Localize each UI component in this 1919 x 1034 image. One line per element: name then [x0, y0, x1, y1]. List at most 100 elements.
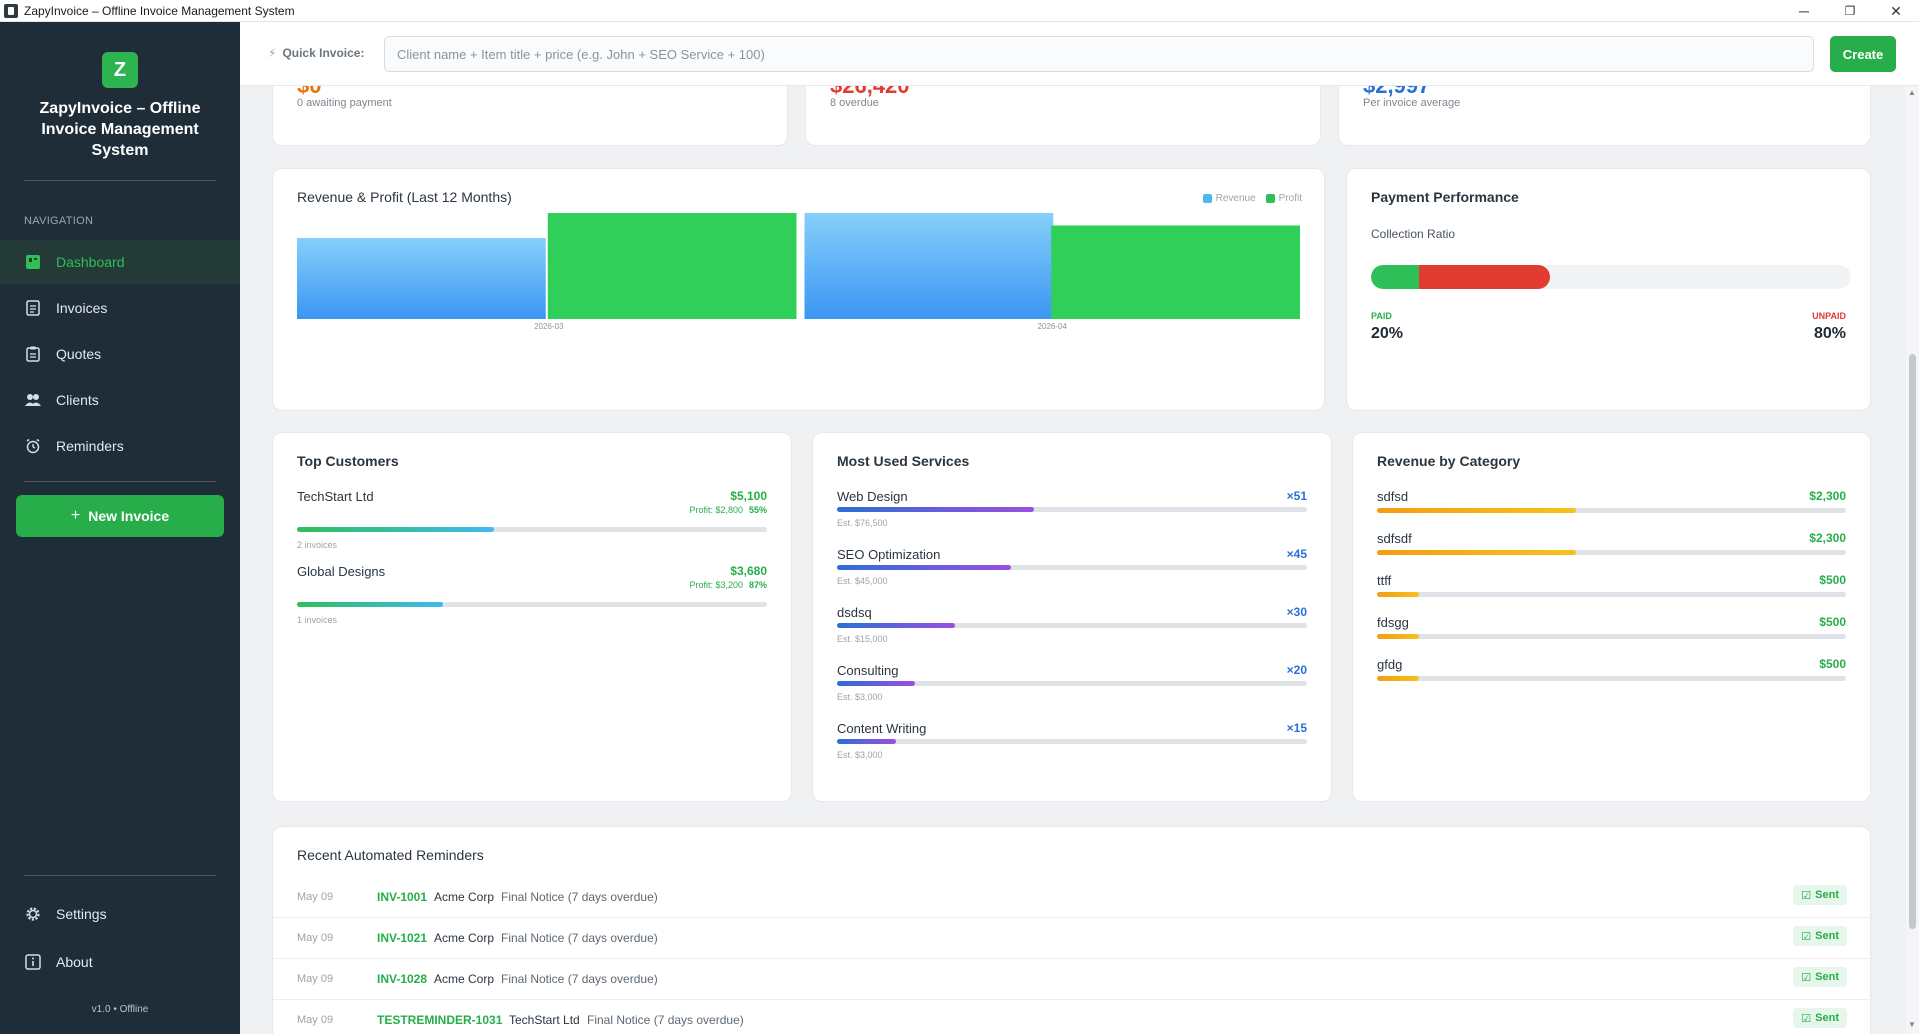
- sidebar-item-label: Quotes: [56, 346, 102, 362]
- service-count: ×30: [1286, 605, 1307, 619]
- customer-bar: [297, 527, 767, 532]
- bar-revenue-2026-03[interactable]: [297, 237, 546, 319]
- customer-bar-fill: [297, 602, 443, 607]
- customer-name: TechStart Ltd: [297, 489, 374, 504]
- sidebar-divider: [24, 481, 216, 482]
- scroll-down-icon[interactable]: ▼: [1908, 1020, 1916, 1029]
- customer-invoices: 2 invoices: [297, 540, 338, 550]
- service-name: dsdsq: [837, 605, 872, 620]
- sent-badge: ☑ Sent: [1793, 967, 1847, 987]
- sidebar-item-label: Invoices: [56, 300, 108, 316]
- ratio-unpaid-fill: [1419, 265, 1550, 289]
- sidebar-app-title: ZapyInvoice – Offline Invoice Management…: [39, 100, 201, 159]
- sent-label: Sent: [1815, 930, 1839, 942]
- category-bar-fill: [1377, 508, 1577, 513]
- service-name: Content Writing: [837, 721, 927, 736]
- reminder-invoice-id[interactable]: TESTREMINDER-1031: [377, 1013, 503, 1027]
- main-scrollbar[interactable]: ▲ ▼: [1906, 86, 1919, 1034]
- stat-card-overdue: $26,420 8 overdue: [805, 86, 1321, 146]
- sidebar-item-settings[interactable]: Settings: [0, 894, 240, 934]
- reminder-row[interactable]: May 09 INV-1001 Acme Corp Final Notice (7 d…: [273, 877, 1871, 918]
- reminder-row[interactable]: May 09 INV-1028 Acme Corp Final Notice (7 d…: [273, 959, 1871, 1000]
- quick-invoice-input[interactable]: [384, 36, 1814, 72]
- service-estimate: Est. $45,000: [837, 576, 888, 586]
- card-title: Revenue by Category: [1377, 453, 1521, 469]
- legend-swatch: [1202, 194, 1212, 203]
- window-title: ZapyInvoice – Offline Invoice Management…: [24, 3, 295, 18]
- reminder-date: May 09: [297, 891, 334, 903]
- category-bar: [1377, 676, 1846, 681]
- customer-profit: Profit: $3,200 87%: [689, 580, 767, 590]
- new-invoice-label: New Invoice: [88, 508, 170, 524]
- service-count: ×20: [1286, 663, 1307, 677]
- create-button[interactable]: Create: [1830, 36, 1896, 72]
- service-count: ×51: [1286, 489, 1307, 503]
- chart-legend: Revenue Profit: [1193, 193, 1302, 204]
- legend-label: Profit: [1278, 193, 1302, 204]
- category-name: gfdg: [1377, 657, 1403, 672]
- service-estimate: Est. $3,000: [837, 750, 883, 760]
- close-button[interactable]: ✕: [1890, 2, 1902, 19]
- quick-invoice-label-text: Quick Invoice:: [282, 46, 365, 60]
- restore-button[interactable]: ❐: [1844, 4, 1856, 18]
- reminder-invoice-id[interactable]: INV-1001: [377, 890, 428, 904]
- customer-invoices: 1 invoices: [297, 615, 338, 625]
- sidebar-item-invoices[interactable]: Invoices: [0, 286, 240, 330]
- services-card: Most Used Services Web Design ×51 Est. $76…: [812, 432, 1332, 802]
- reminder-row[interactable]: May 09 TESTREMINDER-1031 TechStart Ltd Fina…: [273, 1000, 1871, 1034]
- customer-name: Global Designs: [297, 564, 386, 579]
- clipboard-icon: [24, 345, 42, 363]
- category-amount: $2,300: [1809, 489, 1846, 503]
- reminder-date: May 09: [297, 973, 334, 985]
- legend-label: Revenue: [1215, 193, 1256, 204]
- alarm-icon: [24, 437, 42, 455]
- sent-label: Sent: [1815, 1012, 1839, 1024]
- stat-value: $2,997: [1363, 86, 1430, 99]
- stat-card-pending: $0 0 awaiting payment: [272, 86, 788, 146]
- stat-value: $26,420: [830, 86, 910, 99]
- reminder-client: TechStart Ltd: [509, 1013, 580, 1027]
- category-bar: [1377, 634, 1846, 639]
- sidebar-item-label: About: [56, 954, 93, 970]
- new-invoice-button[interactable]: + New Invoice: [16, 495, 224, 537]
- bar-revenue-2026-04[interactable]: [804, 213, 1054, 319]
- category-bar-fill: [1377, 592, 1420, 597]
- nav-heading: NAVIGATION: [24, 215, 94, 227]
- check-icon: ☑: [1801, 971, 1812, 984]
- stat-value: $0: [297, 86, 321, 99]
- profit-text: Profit: $2,800: [689, 505, 743, 515]
- reminder-row[interactable]: May 09 INV-1021 Acme Corp Final Notice (7 d…: [273, 918, 1871, 959]
- top-customers-card: Top Customers TechStart Ltd $5,100 Profi…: [272, 432, 792, 802]
- window-titlebar: ZapyInvoice – Offline Invoice Management…: [0, 0, 1919, 22]
- service-estimate: Est. $3,000: [837, 692, 883, 702]
- service-bar: [837, 739, 1307, 744]
- x-tick-label: 2026-04: [1038, 322, 1068, 331]
- paid-label: PAID: [1371, 311, 1392, 321]
- service-bar-fill: [837, 623, 955, 628]
- sidebar-divider: [24, 180, 216, 181]
- sidebar-item-dashboard[interactable]: Dashboard: [0, 240, 240, 284]
- service-count: ×45: [1286, 547, 1307, 561]
- reminder-invoice-id[interactable]: INV-1028: [377, 972, 428, 986]
- sidebar-item-quotes[interactable]: Quotes: [0, 332, 240, 376]
- reminder-invoice-id[interactable]: INV-1021: [377, 931, 428, 945]
- category-bar: [1377, 550, 1846, 555]
- dashboard-content: $0 0 awaiting payment $26,420 8 overdue …: [240, 86, 1906, 1034]
- category-bar-fill: [1377, 550, 1577, 555]
- bar-profit-2026-04[interactable]: [1051, 225, 1300, 319]
- stat-subtitle: 8 overdue: [830, 97, 879, 109]
- stat-subtitle: 0 awaiting payment: [297, 97, 392, 109]
- card-title: Top Customers: [297, 453, 399, 469]
- sidebar-item-about[interactable]: About: [0, 942, 240, 982]
- bar-profit-2026-03[interactable]: [547, 213, 797, 319]
- ratio-paid-fill: [1371, 265, 1419, 289]
- collection-ratio-label: Collection Ratio: [1371, 227, 1456, 241]
- minimize-button[interactable]: ─: [1799, 3, 1809, 19]
- sidebar-item-clients[interactable]: Clients: [0, 378, 240, 422]
- plus-icon: +: [70, 507, 81, 524]
- sidebar-item-reminders[interactable]: Reminders: [0, 424, 240, 468]
- scroll-thumb[interactable]: [1909, 354, 1916, 929]
- x-tick-label: 2026-03: [534, 322, 564, 331]
- legend-revenue: Revenue: [1202, 193, 1256, 204]
- scroll-up-icon[interactable]: ▲: [1908, 88, 1916, 97]
